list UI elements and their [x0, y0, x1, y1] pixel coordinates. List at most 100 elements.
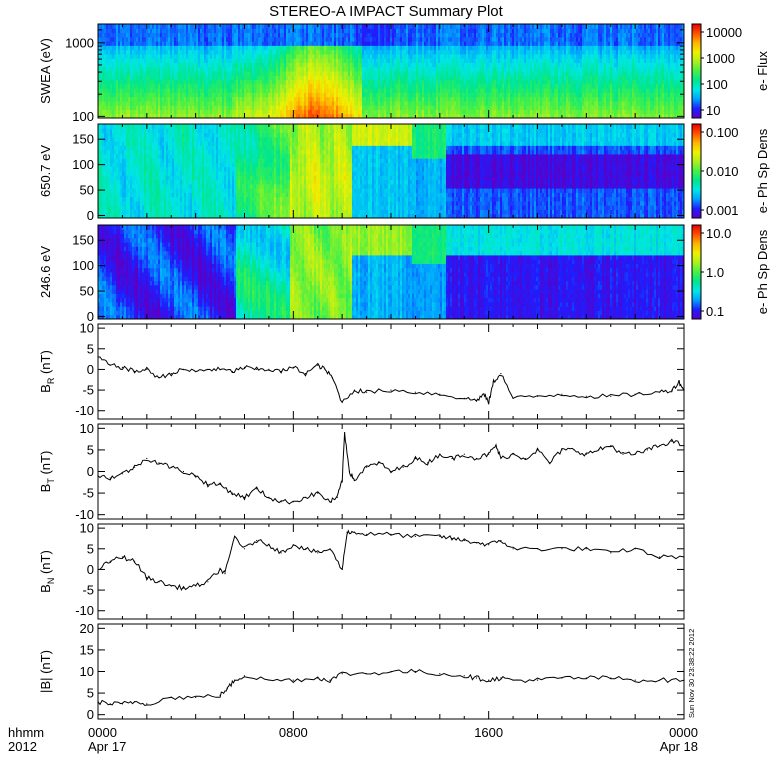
br-data-point [561, 393, 563, 395]
bn-data-point [317, 552, 319, 554]
bmag-data-point [585, 677, 587, 679]
bmag-ytick-label: 20 [80, 621, 94, 636]
bt-data-point [573, 449, 575, 451]
bt-data-point [134, 466, 136, 468]
bt-ylabel: BT (nT) [38, 451, 56, 493]
pad650-colorbar-title: e- Ph Sp Dens [755, 128, 770, 213]
br-data-point [610, 395, 612, 397]
pad246-ytick-label: 50 [80, 284, 94, 299]
bmag-data-point [414, 670, 416, 673]
pad650-ytick-label: 100 [72, 157, 94, 172]
br-data-point [671, 389, 673, 391]
bn-data-point [561, 548, 563, 550]
br-data-point [500, 373, 502, 375]
bt-data-point [158, 462, 160, 464]
br-data-point [390, 389, 392, 391]
pad246-colorbar [691, 224, 702, 320]
br-ylabel-subscript: R [46, 377, 56, 384]
bt-data-point [219, 483, 221, 486]
br-data-point [492, 381, 495, 383]
br-data-point [158, 377, 160, 379]
bmag-ytick-label: 5 [87, 686, 94, 701]
plot-title: STEREO-A IMPACT Summary Plot [269, 3, 503, 20]
bmag-data-point [610, 677, 612, 679]
bmag-data-point [475, 677, 478, 679]
bt-data-point [414, 457, 416, 460]
br-data-point [475, 399, 478, 401]
br-data-point [280, 370, 282, 373]
br-data-point [292, 366, 294, 368]
bmag-data-point [329, 679, 331, 681]
bmag-data-point [243, 675, 246, 677]
bn-data-point [109, 560, 111, 562]
x-tick-date-label: Apr 18 [660, 739, 698, 754]
bmag-ylabel: |B| (nT) [38, 650, 53, 693]
bt-data-point [280, 501, 282, 503]
bmag-data-point [234, 679, 236, 681]
bn-data-point [610, 552, 612, 554]
br-data-point [678, 381, 680, 383]
bn-data-point [414, 535, 416, 538]
bn-data-point [243, 548, 246, 550]
bn-data-point [475, 542, 478, 544]
pad246-colorbar-label: 10.0 [706, 226, 731, 241]
br-data-point [488, 401, 490, 404]
bt-data-point [610, 445, 612, 447]
bn-data-point [224, 573, 226, 575]
bn-data-point [280, 552, 282, 554]
bn-ytick-label: -5 [82, 583, 94, 598]
br-data-point [463, 397, 465, 399]
bn-data-point [268, 544, 270, 546]
bt-data-point [488, 453, 490, 455]
bt-ytick-label: 0 [87, 464, 94, 479]
bt-data-point [646, 449, 649, 451]
bmag-ytick-label: 0 [87, 707, 94, 722]
br-data-point [536, 395, 539, 397]
bt-data-point [243, 496, 246, 498]
time-axis-format-label: hhmm [8, 725, 44, 740]
br-data-point [331, 377, 333, 379]
br-data-point [134, 370, 136, 373]
pad650-ylabel: 650.7 eV [38, 145, 53, 197]
bmag-data-point [366, 673, 368, 675]
br-data-point [324, 368, 326, 370]
bt-data-point [634, 453, 636, 455]
bn-ylabel-unit: (nT) [38, 550, 53, 577]
bt-data-point [292, 501, 294, 503]
swea-heatmap-cells [98, 24, 684, 118]
bt-data-point [390, 470, 392, 473]
bt-data-point [231, 492, 233, 494]
bt-data-point [536, 449, 539, 451]
br-ylabel-unit: (nT) [38, 350, 53, 377]
pad650-colorbar-label: 0.010 [706, 164, 739, 179]
pad650-ytick-label: 0 [87, 208, 94, 223]
bn-frame [97, 523, 685, 620]
br-data-point [483, 393, 485, 395]
bt-data-point [348, 470, 351, 473]
bt-data-point [329, 501, 331, 503]
bmag-data-point [561, 677, 563, 679]
bt-data-point [317, 492, 319, 494]
bt-data-point [182, 470, 185, 473]
bt-data-point [121, 473, 123, 475]
bn-data-point [634, 548, 636, 550]
bmag-data-point [226, 688, 228, 690]
bn-data-point [341, 568, 343, 571]
bmag-data-point [317, 677, 319, 679]
bt-data-point [549, 462, 551, 464]
bn-data-point [451, 537, 453, 540]
br-ytick-label: 10 [80, 321, 94, 336]
bn-data-point [439, 535, 441, 538]
bmag-data-point [109, 703, 111, 705]
br-ylabel: BR (nT) [38, 350, 56, 393]
bt-data-point [512, 453, 514, 455]
bt-data-point [146, 457, 148, 460]
bn-data-point [158, 581, 160, 583]
swea-ytick-label: 100 [72, 109, 94, 124]
swea-colorbar-label: 10000 [706, 25, 742, 40]
bmag-ytick-label: 10 [80, 664, 94, 679]
bn-data-point [234, 535, 236, 538]
bmag-ytick-label: 15 [80, 642, 94, 657]
bmag-data-point [146, 703, 148, 705]
